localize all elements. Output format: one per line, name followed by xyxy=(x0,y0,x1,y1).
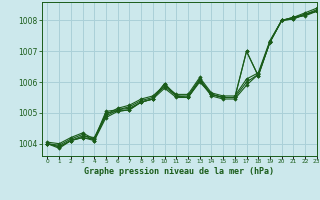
X-axis label: Graphe pression niveau de la mer (hPa): Graphe pression niveau de la mer (hPa) xyxy=(84,167,274,176)
